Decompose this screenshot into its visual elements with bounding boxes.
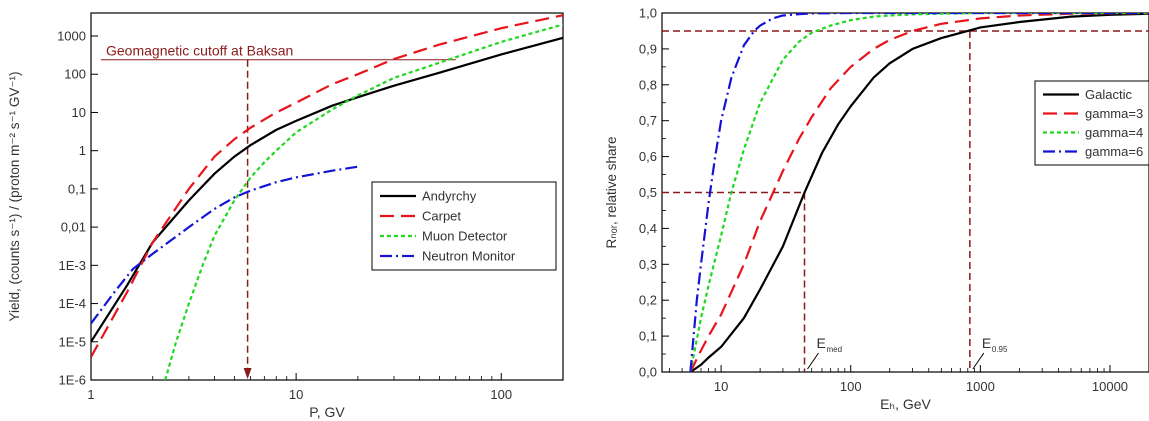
y-tick-label: 1000 (57, 29, 86, 44)
x-tick-label: 100 (490, 387, 512, 402)
series-line-carpet (91, 14, 563, 358)
x-tick-label: 1000 (966, 379, 995, 394)
y-tick-label: 0,0 (639, 365, 657, 380)
series-line-galactic (689, 13, 1149, 372)
y-tick-label: 0,1 (68, 181, 86, 196)
x-tick-label: 10 (714, 379, 728, 394)
legend-label: Andyrchy (422, 189, 477, 204)
y-axis-label: Rₙₒᵣ, relative share (604, 136, 619, 248)
y-tick-label: 0,1 (639, 329, 657, 344)
y-tick-label: 0,4 (639, 221, 657, 236)
y-tick-label: 1 (79, 143, 86, 158)
cutoff-annotation: Geomagnetic cutoff at Baksan (106, 43, 293, 59)
y-tick-label: 1,0 (639, 6, 657, 21)
y-tick-label: 10 (72, 105, 86, 120)
y-tick-label: 1E-5 (59, 334, 86, 349)
series-line-gamma-6 (689, 13, 1149, 372)
y-tick-label: 0,9 (639, 41, 657, 56)
y-tick-label: 0,5 (639, 185, 657, 200)
legend-label: gamma=6 (1085, 144, 1143, 159)
legend-label: Neutron Monitor (422, 249, 516, 264)
series-line-gamma-3 (689, 13, 1149, 372)
relative-share-chart: 10 100 1000 10000 0,0 0,1 0,2 0,3 0,4 0,5 0,6 0,7 0,… (604, 6, 1149, 412)
x-tick-label: 100 (840, 379, 862, 394)
y-tick-label: 0,3 (639, 257, 657, 272)
x-axis-label: P, GV (309, 404, 345, 420)
annotation-subscript: 0.95 (992, 345, 1008, 354)
legend-label: gamma=4 (1085, 125, 1143, 140)
y-tick-label: 0,2 (639, 293, 657, 308)
annotation-pointer (972, 352, 985, 370)
y-tick-label: 0,01 (61, 220, 86, 235)
y-tick-label: 0,6 (639, 149, 657, 164)
series-line-andyrchy (91, 36, 563, 343)
annotation-pointer (807, 352, 819, 370)
y-tick-label: 1E-6 (59, 373, 86, 388)
y-tick-label: 100 (64, 67, 86, 82)
y-tick-label: 1E-3 (59, 258, 86, 273)
plot-frame (90, 12, 564, 381)
legend-label: gamma=3 (1085, 106, 1143, 121)
legend-label: Muon Detector (422, 229, 508, 244)
cutoff-arrowhead (243, 368, 252, 379)
yield-chart: 1 10 100 1E-6 1E-5 1E-4 1E-3 0,01 0,1 1 10 100 1000 P… (7, 12, 564, 420)
y-tick-label: 0,8 (639, 77, 657, 92)
legend-label: Carpet (422, 209, 461, 224)
y-axis-label: Yield, (counts s⁻¹) / (proton m⁻² s⁻¹ GV… (7, 71, 22, 321)
series-line-neutron-monitor (91, 165, 359, 325)
x-tick-label: 10 (289, 387, 303, 402)
series-line-muon-detector (164, 23, 563, 380)
annotation-subscript: med (827, 345, 843, 354)
x-tick-label: 10000 (1092, 379, 1128, 394)
y-tick-label: 1E-4 (59, 296, 86, 311)
x-axis-label: Eₕ, GeV (880, 396, 931, 412)
series-line-gamma-4 (689, 13, 1149, 372)
y-tick-label: 0,7 (639, 113, 657, 128)
annotation-label: E (817, 335, 826, 351)
annotation-label: E (982, 335, 991, 351)
x-tick-label: 1 (87, 387, 94, 402)
legend-label: Galactic (1085, 87, 1132, 102)
